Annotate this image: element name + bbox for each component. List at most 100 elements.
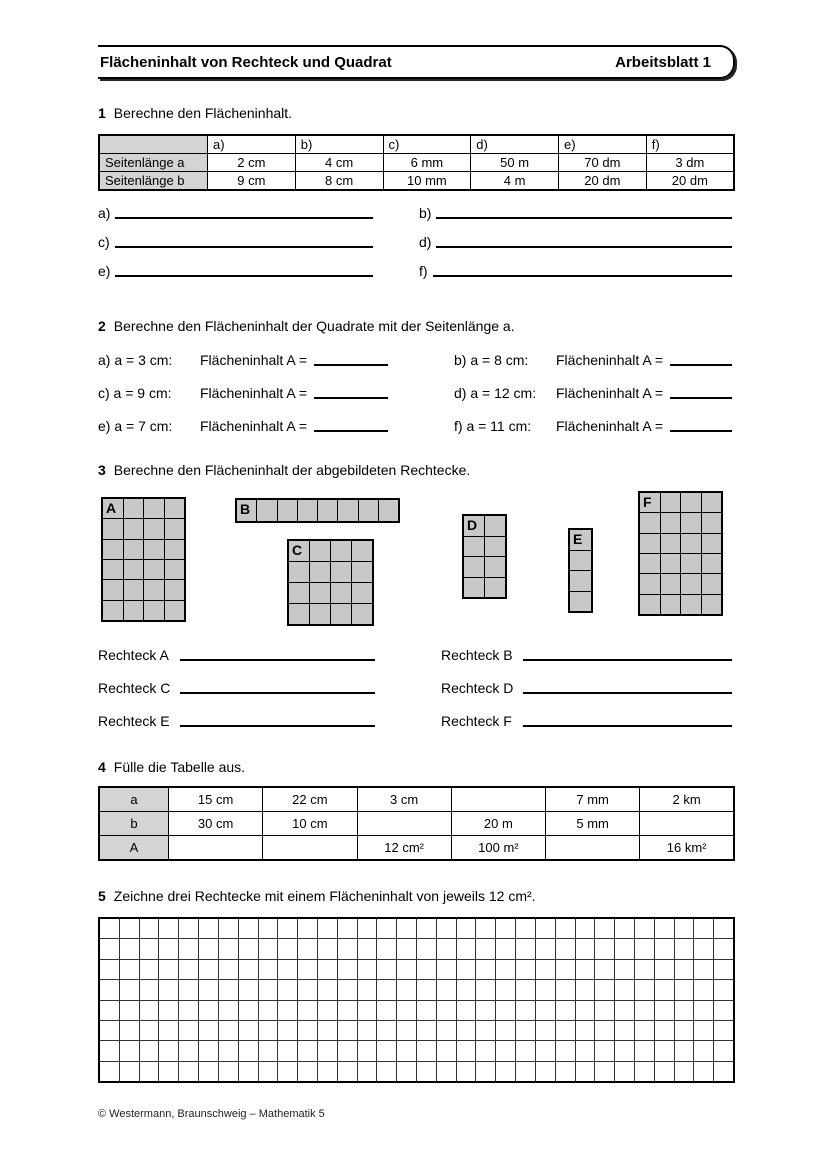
column-header: b) — [294, 134, 384, 154]
grid-cell — [159, 939, 179, 959]
grid-cell — [358, 500, 378, 521]
grid-cell — [674, 980, 694, 1000]
grid-cell — [714, 939, 733, 959]
grid-cell — [436, 959, 456, 980]
answer-row: Rechteck C — [98, 680, 441, 696]
grid-cell — [535, 1000, 555, 1020]
grid-cell — [317, 939, 337, 959]
grid-cell — [496, 1020, 516, 1041]
grid-cell — [144, 499, 164, 519]
row-label: b — [98, 811, 169, 836]
grid-cell — [298, 1020, 317, 1041]
answer-row: e) — [98, 263, 419, 279]
grid-cell — [238, 980, 258, 1000]
grid-cell — [100, 1020, 119, 1041]
grid-cell — [476, 1061, 496, 1081]
rectangle-a: A — [101, 497, 186, 622]
grid-cell — [238, 1041, 258, 1061]
task-3-text: Berechne den Flächeninhalt der abgebilde… — [113, 462, 471, 478]
rectangle-c: C — [287, 539, 374, 626]
answer-label: Rechteck E — [98, 713, 170, 729]
grid-cell — [674, 939, 694, 959]
area-prompt: Flächeninhalt A = — [200, 352, 308, 368]
table-cell: 10 mm — [382, 171, 472, 191]
grid-cell — [417, 919, 436, 939]
grid-cell — [139, 919, 159, 939]
grid-cell — [496, 939, 516, 959]
grid-cell — [714, 1061, 733, 1081]
grid-cell — [337, 1020, 357, 1041]
grid-cell — [570, 550, 591, 570]
grid-cell — [476, 1041, 496, 1061]
item-label: a) a = 3 cm: — [98, 352, 173, 368]
task-4-number: 4 — [98, 759, 106, 775]
grid-cell — [485, 557, 505, 577]
grid-cell — [357, 959, 377, 980]
answer-label: Rechteck F — [441, 713, 512, 729]
grid-cell — [681, 574, 701, 594]
answer-line — [314, 397, 389, 399]
grid-cell — [417, 939, 436, 959]
task-2-item: f) a = 11 cm: Flächeninhalt A = — [454, 418, 735, 434]
grid-cell — [119, 959, 139, 980]
grid-cell — [436, 939, 456, 959]
grid-cell — [516, 919, 535, 939]
grid-cell — [337, 939, 357, 959]
task-1-number: 1 — [98, 105, 106, 121]
rectangle-b: B — [235, 498, 400, 523]
grid-cell — [218, 1041, 238, 1061]
grid-cell — [258, 980, 278, 1000]
grid-cell — [357, 1041, 377, 1061]
answer-label: d) — [419, 234, 432, 250]
area-prompt: Flächeninhalt A = — [556, 385, 664, 401]
grid-cell — [199, 1000, 218, 1020]
grid-cell — [634, 1061, 654, 1081]
grid-cell — [436, 1020, 456, 1041]
table-cell: 30 cm — [167, 811, 264, 836]
grid-cell — [337, 919, 357, 939]
column-header: a) — [207, 134, 296, 154]
grid-cell — [694, 919, 714, 939]
task-2-item: a) a = 3 cm: Flächeninhalt A = — [98, 352, 454, 368]
grid-cell — [144, 560, 164, 580]
table-cell: 2 cm — [207, 153, 296, 172]
grid-cell — [357, 1061, 377, 1081]
grid-cell — [397, 939, 416, 959]
grid-cell — [516, 959, 535, 980]
grid-cell — [681, 594, 701, 614]
grid-cell — [464, 536, 484, 556]
grid-cell — [352, 541, 372, 561]
grid-cell — [199, 939, 218, 959]
answer-row: Rechteck A — [98, 647, 441, 663]
grid-cell — [298, 919, 317, 939]
table-cell: 4 cm — [294, 153, 384, 172]
grid-cell — [100, 980, 119, 1000]
answer-line — [436, 217, 732, 219]
grid-cell — [456, 1000, 476, 1020]
task-1-answer-lines: a) b) c) d) e) f) — [98, 205, 735, 279]
grid-cell — [144, 519, 164, 539]
answer-row: f) — [419, 263, 735, 279]
grid-cell — [674, 1020, 694, 1041]
grid-cell — [615, 959, 634, 980]
column-header: d) — [470, 134, 559, 154]
grid-cell — [218, 959, 238, 980]
answer-label: c) — [98, 234, 110, 250]
grid-cell — [595, 1020, 615, 1041]
grid-cell — [123, 600, 143, 620]
table-cell — [167, 835, 264, 861]
grid-cell — [555, 959, 575, 980]
grid-cell — [634, 1041, 654, 1061]
grid-cell — [615, 1061, 634, 1081]
grid-cell — [144, 580, 164, 600]
grid-cell — [119, 1041, 139, 1061]
grid-cell — [575, 1061, 595, 1081]
grid-cell — [317, 959, 337, 980]
table-cell: 7 mm — [544, 786, 641, 812]
answer-line — [432, 275, 732, 277]
grid-cell — [258, 919, 278, 939]
grid-cell — [555, 980, 575, 1000]
table-cell: 8 cm — [294, 171, 384, 191]
grid-cell — [575, 1041, 595, 1061]
grid-cell — [654, 939, 674, 959]
